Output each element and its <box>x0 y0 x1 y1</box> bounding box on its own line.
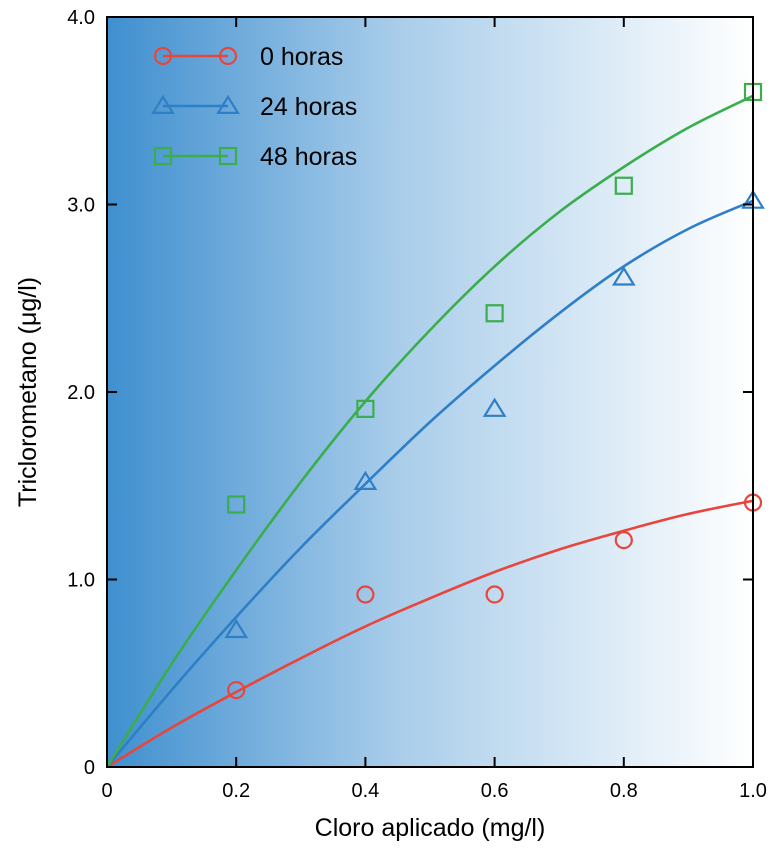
x-tick-label: 0.2 <box>222 780 250 802</box>
x-tick-label: 1.0 <box>739 780 767 802</box>
y-tick-label: 2.0 <box>67 382 95 404</box>
legend-marker-2-start <box>153 146 173 166</box>
fit-curve-series-2 <box>105 94 754 768</box>
data-point-series-2-2 <box>485 304 504 323</box>
x-tick-label: 0.8 <box>610 780 638 802</box>
data-point-series-1-3 <box>611 266 636 286</box>
data-point-series-1-1 <box>353 470 378 490</box>
y-axis-label: Triclorometano (μg/l) <box>14 277 42 507</box>
fit-curve-series-0 <box>106 499 754 769</box>
legend-marker-0-start <box>153 46 173 66</box>
x-axis-label: Cloro aplicado (mg/l) <box>315 814 546 842</box>
legend: 0 horas 24 horas 48 horas <box>151 43 357 171</box>
y-tick-label: 1.0 <box>67 570 95 592</box>
legend-marker-2-end <box>218 146 238 166</box>
legend-marker-1-start <box>151 94 175 115</box>
data-point-series-1-0 <box>224 618 249 639</box>
y-tick-label: 4.0 <box>67 7 95 29</box>
legend-label-1: 24 horas <box>260 93 357 121</box>
axis-ticks: 0 0.2 0.4 0.6 0.8 1.0 0 1.0 2.0 3.0 4.0 <box>67 7 767 802</box>
fit-curves <box>105 94 754 769</box>
legend-marker-0-end <box>218 46 238 66</box>
legend-marker-1-end <box>216 94 240 115</box>
legend-label-2: 48 horas <box>260 143 357 171</box>
data-point-series-0-1 <box>356 585 375 604</box>
legend-label-0: 0 horas <box>260 43 343 71</box>
data-point-series-0-3 <box>614 531 633 550</box>
x-tick-label: 0.4 <box>351 780 379 802</box>
y-tick-label: 3.0 <box>67 195 95 217</box>
data-point-series-0-2 <box>485 585 504 604</box>
data-point-series-0-0 <box>227 681 246 700</box>
data-point-series-2-0 <box>227 495 246 514</box>
x-tick-label: 0.6 <box>481 780 509 802</box>
data-point-series-2-3 <box>614 176 633 195</box>
y-tick-label: 0 <box>84 757 95 779</box>
x-tick-label: 0 <box>101 780 112 802</box>
fit-curve-series-1 <box>106 199 754 768</box>
data-point-series-1-2 <box>482 397 507 417</box>
data-point-series-2-1 <box>356 399 375 418</box>
